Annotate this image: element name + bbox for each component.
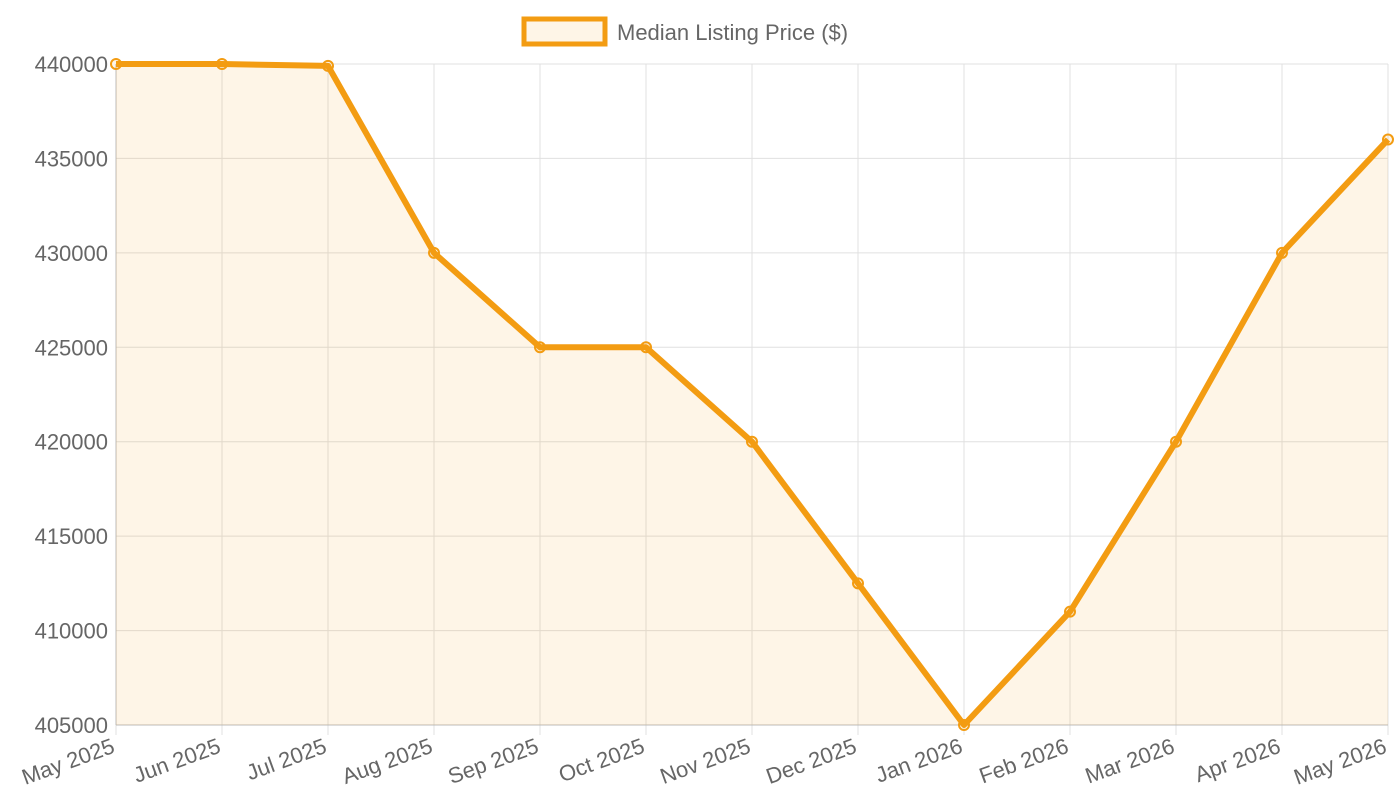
- x-tick-label: Aug 2025: [339, 733, 436, 789]
- x-tick-label: Jan 2026: [872, 733, 966, 787]
- point: [746, 435, 758, 448]
- x-tick-label: Jul 2025: [243, 733, 330, 785]
- x-tick-label: Oct 2025: [555, 733, 647, 787]
- point: [1276, 246, 1288, 259]
- x-tick-label: Feb 2026: [976, 733, 1072, 788]
- y-tick-label: 430000: [35, 241, 108, 266]
- y-tick-label: 440000: [35, 52, 108, 77]
- point: [428, 246, 440, 259]
- y-tick-label: 420000: [35, 430, 108, 455]
- x-tick-label: May 2026: [1290, 733, 1389, 790]
- x-tick-label: May 2025: [18, 733, 117, 790]
- y-tick-label: 415000: [35, 524, 108, 549]
- point: [1064, 605, 1076, 618]
- point: [216, 58, 228, 70]
- area: [116, 64, 1388, 725]
- line: [116, 61, 1391, 728]
- x-tick-label: Nov 2025: [657, 733, 754, 789]
- x-tick-label: Mar 2026: [1082, 733, 1178, 788]
- point: [1382, 133, 1394, 146]
- point: [640, 341, 652, 354]
- x-tick-label: Sep 2025: [445, 733, 542, 789]
- x-tick-label: Dec 2025: [763, 733, 860, 789]
- legend-label: Median Listing Price ($): [617, 20, 848, 45]
- legend-swatch: [521, 16, 608, 47]
- y-tick-label: 435000: [35, 146, 108, 171]
- y-tick-label: 410000: [35, 619, 108, 644]
- point: [852, 577, 864, 590]
- x-tick-label: Apr 2026: [1191, 733, 1283, 787]
- point: [534, 341, 546, 354]
- point: [958, 719, 970, 731]
- point: [1170, 435, 1182, 448]
- point: [322, 59, 334, 72]
- y-tick-label: 405000: [35, 713, 108, 738]
- point: [110, 58, 122, 70]
- y-tick-label: 425000: [35, 335, 108, 360]
- x-tick-label: Jun 2025: [130, 733, 224, 787]
